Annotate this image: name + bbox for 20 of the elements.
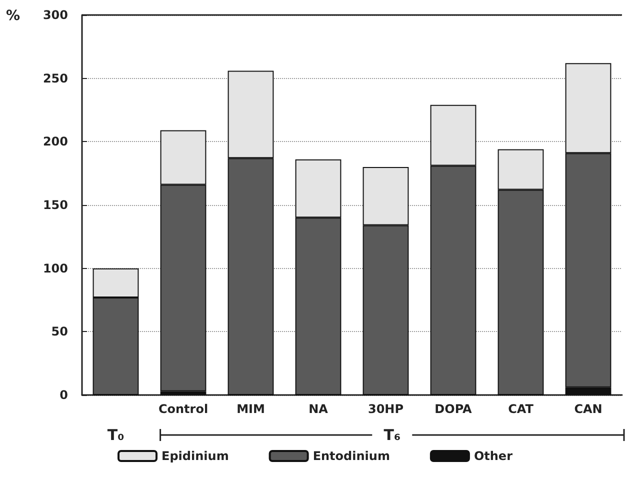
y-tick-label: 300 [42, 8, 68, 22]
legend-label: Other [474, 449, 513, 463]
text: T₀ [107, 426, 124, 444]
y-tick-label: 150 [42, 198, 68, 212]
x-tick-label: 30HP [368, 402, 404, 416]
y-tick-label: 250 [42, 71, 68, 86]
y-tick-label: 200 [42, 134, 68, 149]
y-tick-label: 50 [51, 324, 68, 339]
y-axis-title: % [6, 8, 20, 24]
legend-label: Entodinium [312, 449, 390, 463]
x-tick-label: CAT [508, 402, 534, 416]
legend-label: Epidinium [162, 449, 229, 463]
x-tick-label: NA [308, 402, 329, 416]
x-tick-label: CAN [574, 402, 602, 416]
x-tick-label: DOPA [434, 402, 473, 416]
x-tick-label: MIM [236, 402, 265, 416]
y-tick-label: 100 [42, 261, 68, 276]
text: T₆ [384, 426, 401, 444]
x-tick-label: Control [158, 402, 208, 416]
y-tick-label: 0 [60, 388, 68, 402]
